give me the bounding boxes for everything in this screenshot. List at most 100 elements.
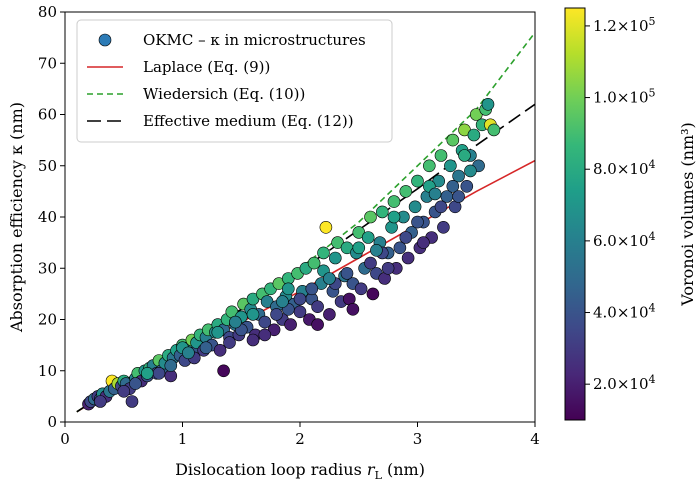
y-tick-label: 40 — [38, 208, 57, 226]
data-point — [293, 292, 307, 306]
data-point — [401, 251, 415, 265]
legend-label: Effective medium (Eq. (12)) — [143, 112, 354, 130]
data-point — [323, 272, 336, 285]
data-point — [305, 282, 319, 296]
data-point — [370, 244, 383, 257]
colorbar-gradient — [564, 7, 586, 421]
y-axis-label: Absorption efficiency κ (nm) — [7, 102, 26, 333]
colorbar-tick-label: 8.0×104 — [593, 158, 656, 178]
data-point — [481, 98, 495, 111]
data-point — [434, 200, 448, 214]
data-point — [258, 328, 272, 342]
data-point — [281, 282, 295, 296]
data-point — [276, 295, 289, 308]
data-point — [213, 343, 227, 357]
data-point — [446, 180, 460, 193]
y-tick-label: 70 — [38, 54, 57, 72]
y-axis-ticks: 0 10 20 30 40 50 60 70 80 — [38, 3, 65, 431]
data-point — [311, 300, 324, 314]
data-point — [270, 308, 283, 321]
data-point — [246, 333, 260, 347]
data-point — [307, 256, 321, 270]
data-point — [408, 200, 422, 214]
data-point — [164, 359, 178, 372]
data-points — [82, 98, 501, 411]
x-axis-label-text: Dislocation loop radius — [175, 460, 362, 479]
y-tick-label: 80 — [38, 3, 57, 21]
data-point — [352, 241, 366, 255]
data-point — [460, 180, 474, 193]
colorbar-tick-label: 1.0×105 — [593, 87, 656, 107]
data-point — [446, 133, 460, 147]
x-axis-label-subscript: L — [375, 469, 383, 482]
x-tick-label: 0 — [60, 430, 70, 448]
data-point — [364, 210, 377, 224]
data-point — [346, 302, 360, 316]
data-point — [182, 346, 195, 360]
legend-box — [76, 19, 393, 143]
data-point — [323, 308, 336, 321]
legend-label: Wiedersich (Eq. (10)) — [143, 85, 305, 103]
data-point — [411, 215, 424, 229]
data-point — [366, 287, 380, 301]
x-axis-ticks: 0 1 2 3 4 — [60, 422, 540, 448]
data-point — [223, 336, 236, 349]
colorbar-tick-label: 1.2×105 — [593, 15, 656, 35]
colorbar-ticks: 2.0×104 4.0×104 6.0×104 8.0×104 1.0×105 1.2×1… — [585, 15, 656, 393]
x-axis-label-symbol: r — [367, 460, 376, 479]
data-point — [411, 174, 424, 188]
data-point — [317, 246, 330, 260]
data-point — [246, 308, 260, 321]
x-tick-label: 1 — [178, 430, 188, 448]
data-point — [385, 221, 398, 234]
data-point — [393, 241, 407, 255]
data-point — [417, 236, 430, 249]
data-point — [387, 195, 401, 208]
legend-marker — [98, 33, 112, 47]
y-tick-label: 20 — [38, 311, 57, 329]
x-axis-label-unit: (nm) — [387, 460, 425, 479]
colorbar: 2.0×104 4.0×104 6.0×104 8.0×104 1.0×105 1.2×1… — [564, 7, 697, 421]
data-point — [199, 341, 213, 355]
data-point — [452, 169, 465, 183]
data-point — [211, 325, 225, 339]
colorbar-tick-label: 4.0×104 — [593, 302, 656, 322]
data-point — [141, 366, 154, 380]
data-point — [464, 164, 477, 178]
legend: OKMC – κ in microstructures Laplace (Eq. … — [76, 19, 393, 143]
x-axis-label: Dislocation loop radius rL (nm) — [175, 460, 425, 482]
data-point — [434, 149, 448, 162]
data-point — [399, 231, 413, 244]
data-point — [258, 315, 272, 329]
data-point — [94, 395, 107, 408]
data-point — [152, 366, 166, 380]
data-point — [364, 256, 377, 270]
y-tick-label: 0 — [47, 413, 57, 431]
data-point — [217, 364, 230, 378]
data-point — [328, 251, 342, 265]
data-point — [340, 267, 354, 280]
data-point — [125, 395, 139, 408]
data-point — [375, 205, 389, 219]
colorbar-label: Voronoi volumes (nm³) — [678, 122, 697, 307]
data-point — [452, 190, 465, 203]
data-point — [319, 221, 333, 234]
y-tick-label: 10 — [38, 362, 57, 380]
data-point — [387, 210, 401, 224]
x-tick-label: 3 — [413, 430, 423, 448]
data-point — [361, 231, 375, 244]
data-point — [399, 185, 413, 198]
data-point — [354, 282, 368, 296]
data-point — [444, 159, 457, 173]
legend-label: OKMC – κ in microstructures — [143, 31, 366, 49]
data-point — [422, 159, 436, 173]
data-point — [284, 318, 297, 331]
data-point — [428, 187, 442, 201]
data-point — [229, 315, 242, 329]
data-point — [458, 149, 471, 162]
colorbar-tick-label: 2.0×104 — [593, 373, 656, 393]
y-tick-label: 30 — [38, 259, 57, 277]
data-point — [467, 128, 481, 142]
data-point — [437, 221, 450, 234]
